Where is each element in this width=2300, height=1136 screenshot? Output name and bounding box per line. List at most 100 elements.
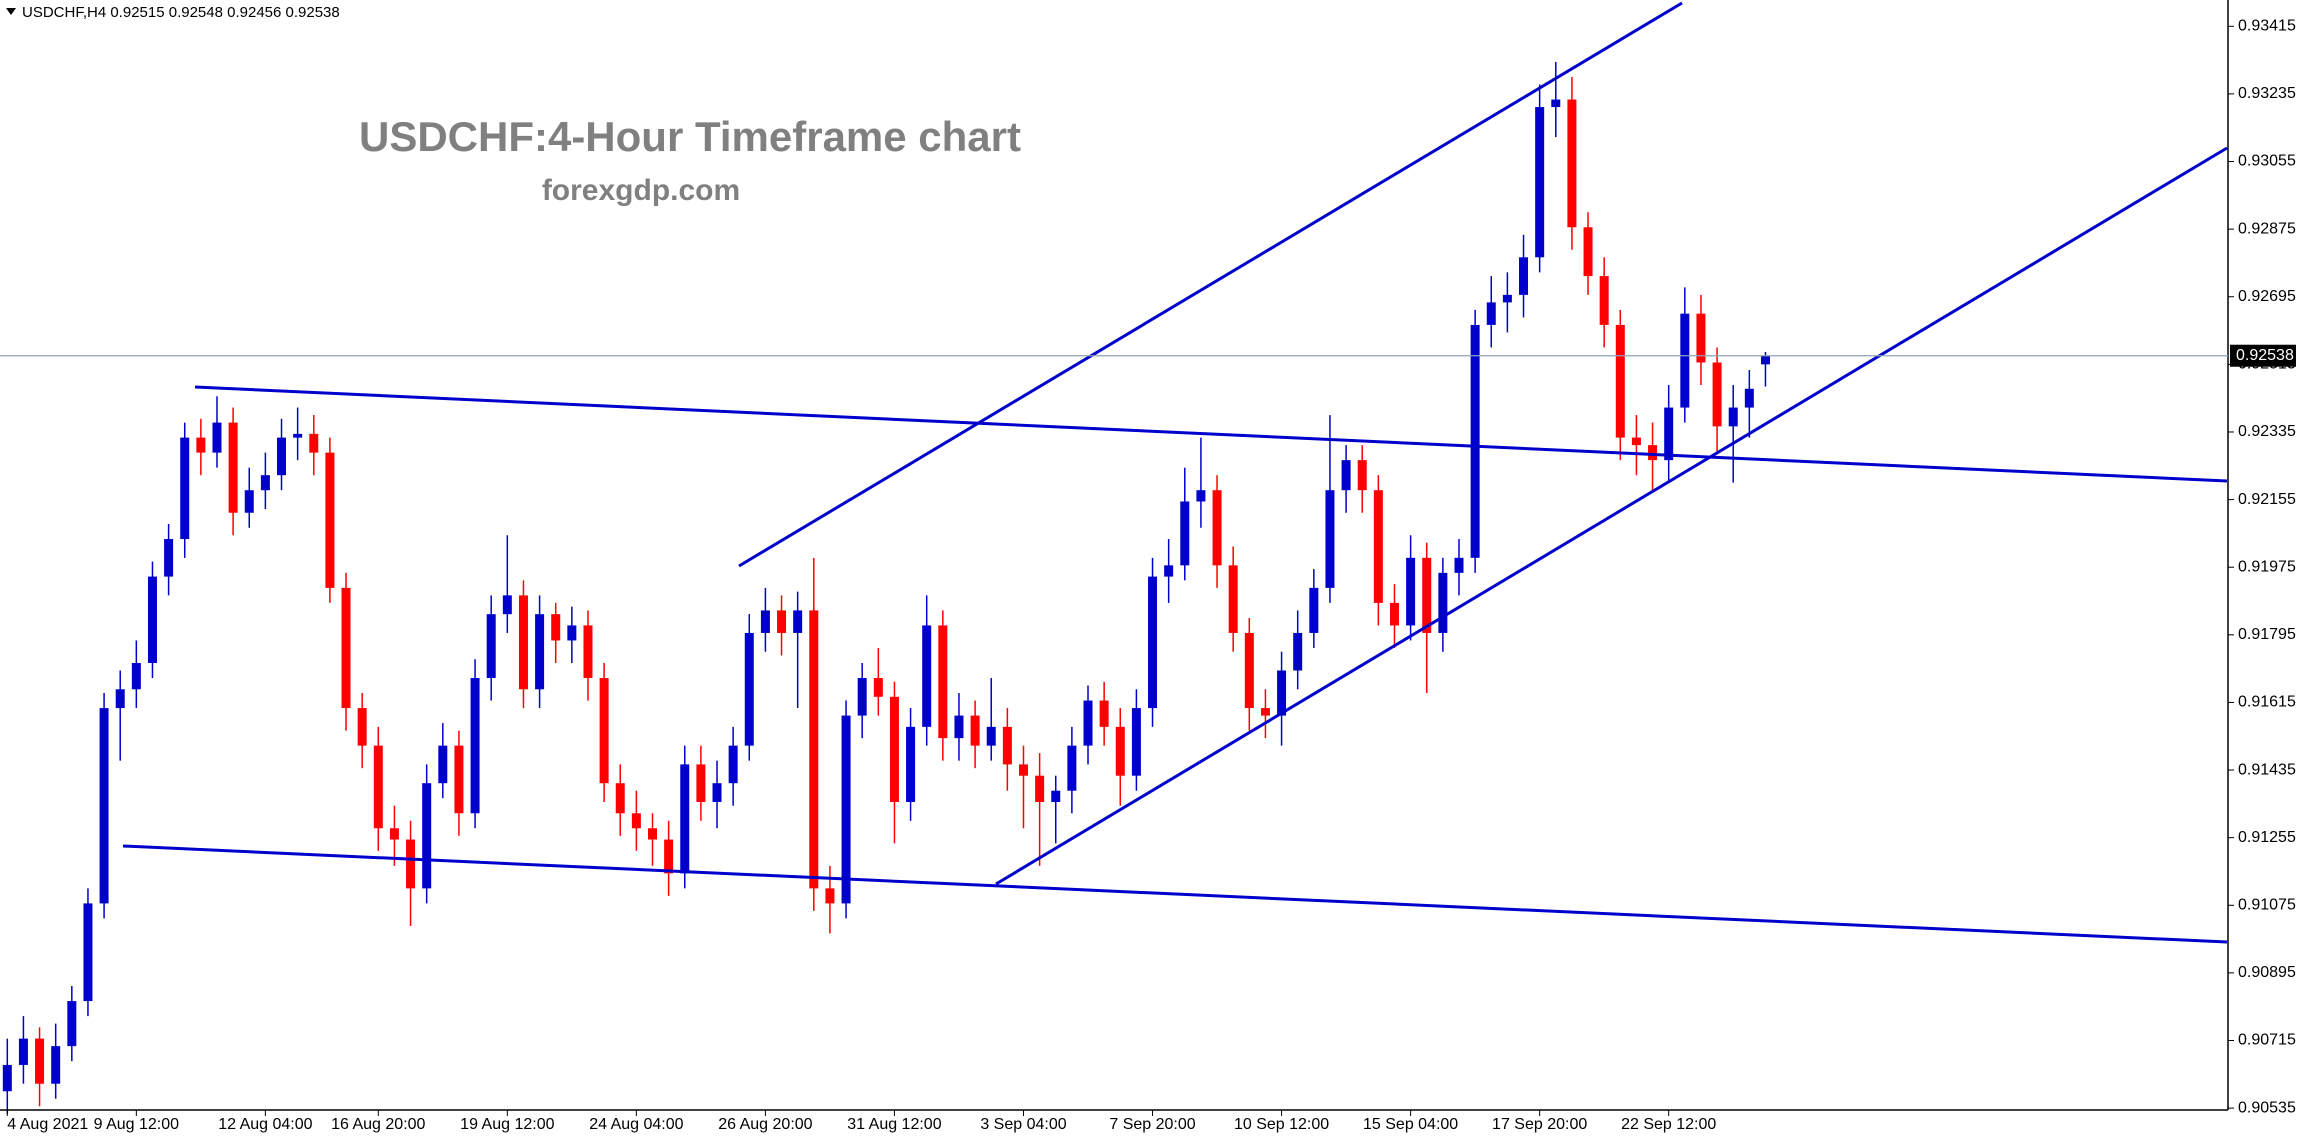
candle-body: [1196, 490, 1206, 502]
candle-body: [1293, 632, 1303, 671]
candle-body: [615, 783, 625, 814]
candle-body: [1164, 565, 1174, 577]
candle-body: [35, 1038, 45, 1084]
candle-body: [1277, 670, 1287, 716]
candle-body: [325, 452, 335, 588]
candle-body: [1325, 490, 1335, 588]
candle-body: [809, 610, 819, 889]
y-tick-label: 0.92695: [2238, 288, 2296, 305]
candle-body: [1486, 302, 1496, 325]
y-tick-label: 0.92335: [2238, 423, 2296, 440]
candle-body: [583, 625, 593, 679]
candle-body: [1696, 313, 1706, 363]
candle-body: [1454, 557, 1464, 573]
candle-body: [664, 839, 674, 874]
candle-body: [486, 614, 496, 679]
candle-body: [567, 625, 577, 641]
candle-body: [389, 828, 399, 840]
candle-body: [825, 888, 835, 904]
candle-body: [1115, 726, 1125, 776]
x-tick-label: 15 Sep 04:00: [1363, 1116, 1458, 1133]
candle-body: [1551, 99, 1561, 108]
candle-body: [357, 708, 367, 746]
candle-body: [1648, 445, 1658, 461]
plot-area: [2, 61, 1770, 1114]
candle-body: [1389, 602, 1399, 626]
candle-body: [180, 437, 190, 540]
candle-body: [906, 726, 916, 802]
candle-body: [51, 1046, 61, 1084]
candle-body: [422, 783, 432, 889]
candle-body: [1051, 790, 1061, 802]
last-price-label: 0.92538: [2236, 347, 2294, 364]
candle-body: [1680, 313, 1690, 408]
header-icon: [6, 8, 16, 15]
y-tick-label: 0.92155: [2238, 491, 2296, 508]
candle-body: [1002, 726, 1012, 765]
candle-body: [1728, 407, 1738, 427]
candle-body: [1018, 764, 1028, 776]
candle-body: [67, 1001, 77, 1047]
candle-body: [518, 595, 528, 690]
candle-body: [1422, 557, 1432, 633]
candle-body: [1131, 708, 1141, 776]
x-tick-label: 24 Aug 04:00: [589, 1116, 683, 1133]
candle-body: [551, 614, 561, 641]
candle-body: [712, 783, 722, 802]
candle-body: [2, 1064, 12, 1092]
candle-body: [115, 689, 125, 709]
y-tick-label: 0.91795: [2238, 626, 2296, 643]
candle-body: [196, 437, 206, 453]
candle-body: [1212, 490, 1222, 566]
symbol-header: USDCHF,H4 0.92515 0.92548 0.92456 0.9253…: [22, 4, 340, 21]
candle-body: [648, 828, 657, 840]
y-tick-label: 0.92875: [2238, 220, 2296, 237]
candle-body: [1180, 501, 1190, 566]
candle-body: [728, 745, 738, 784]
y-tick-label: 0.91435: [2238, 761, 2296, 778]
candle-body: [1067, 745, 1077, 791]
candle-body: [83, 903, 93, 1002]
candle-body: [1599, 276, 1609, 325]
chart-title: USDCHF:4-Hour Timeframe chart: [359, 113, 1021, 160]
candle-body: [1760, 355, 1770, 365]
candle-body: [228, 422, 238, 513]
candle-body: [1406, 557, 1416, 626]
candle-body: [1438, 572, 1448, 633]
y-tick-label: 0.90715: [2238, 1032, 2296, 1049]
y-tick-label: 0.91255: [2238, 829, 2296, 846]
candle-body: [260, 475, 270, 491]
candle-body: [1583, 227, 1593, 277]
candle-body: [1148, 576, 1158, 709]
candle-body: [744, 632, 754, 746]
candle-body: [1228, 565, 1238, 633]
candle-body: [922, 625, 932, 727]
x-tick-label: 7 Sep 20:00: [1109, 1116, 1195, 1133]
candle-body: [1631, 437, 1641, 446]
candle-body: [438, 745, 448, 784]
candle-body: [777, 610, 787, 633]
candle-body: [938, 625, 948, 739]
trend-line: [995, 146, 2228, 886]
candle-body: [1744, 388, 1754, 408]
candle-body: [502, 595, 512, 615]
candle-body: [18, 1038, 28, 1065]
x-tick-label: 9 Aug 12:00: [94, 1116, 180, 1133]
candle-body: [147, 576, 157, 663]
x-tick-label: 19 Aug 12:00: [460, 1116, 554, 1133]
x-tick-label: 12 Aug 04:00: [218, 1116, 312, 1133]
candle-body: [857, 678, 867, 716]
candle-body: [680, 764, 690, 874]
candle-body: [986, 726, 996, 746]
candle-body: [131, 662, 141, 690]
y-tick-label: 0.93055: [2238, 153, 2296, 170]
y-tick-label: 0.93415: [2238, 18, 2296, 35]
candle-body: [841, 715, 851, 904]
candle-body: [1567, 99, 1577, 228]
candle-body: [793, 610, 803, 633]
y-tick-label: 0.93235: [2238, 85, 2296, 102]
trend-line: [122, 844, 2228, 944]
candle-body: [970, 715, 980, 746]
